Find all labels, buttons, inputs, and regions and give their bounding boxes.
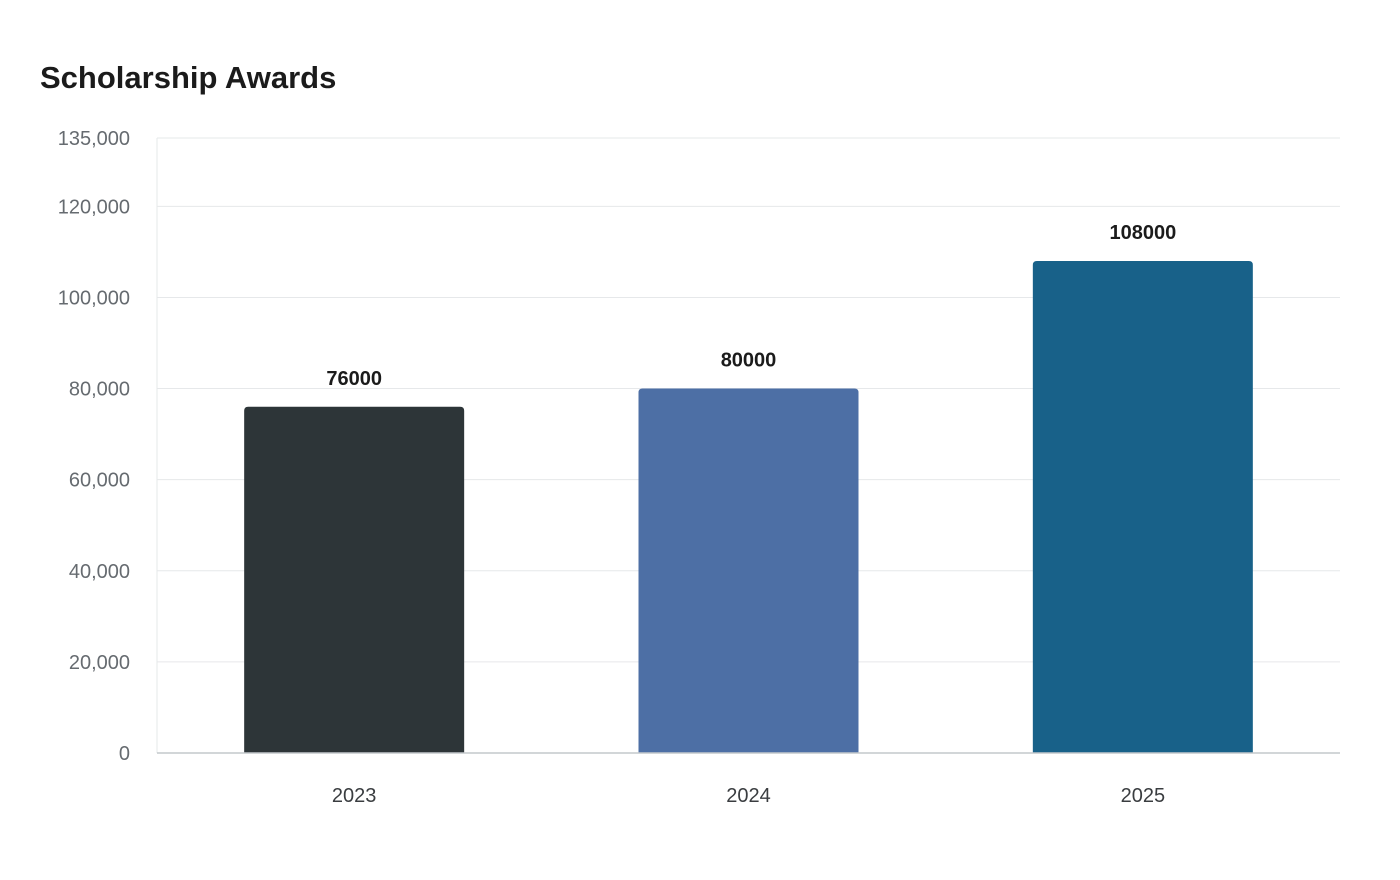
x-tick-label: 2024 (726, 785, 771, 807)
y-tick-label: 40,000 (69, 561, 130, 583)
data-label: 108000 (1109, 222, 1176, 244)
y-tick-label: 0 (119, 743, 130, 765)
y-tick-label: 80,000 (69, 379, 130, 401)
data-label: 76000 (326, 368, 382, 390)
bars (244, 261, 1253, 753)
labels: 0 20,000 40,000 60,000 80,000 100,000 120,000 1… (58, 128, 1340, 807)
chart-title: Scholarship Awards (40, 60, 337, 95)
bar-2024 (638, 388, 859, 753)
x-tick-label: 2025 (1121, 785, 1166, 807)
y-tick-label: 60,000 (69, 470, 130, 492)
y-tick-label: 20,000 (69, 652, 130, 674)
bar-2025 (1032, 261, 1253, 753)
y-tick-label: 120,000 (58, 196, 130, 218)
y-tick-label: 135,000 (58, 128, 130, 150)
data-label: 80000 (721, 350, 777, 372)
bar-2023 (244, 406, 465, 753)
y-tick-label: 100,000 (58, 287, 130, 309)
x-tick-label: 2023 (332, 785, 377, 807)
